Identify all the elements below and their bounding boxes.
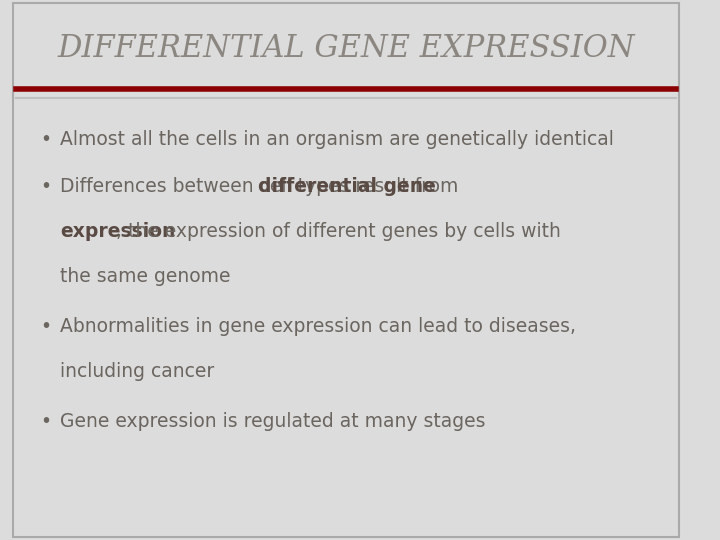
Text: DIFFERENTIAL GENE EXPRESSION: DIFFERENTIAL GENE EXPRESSION (58, 33, 635, 64)
Text: •: • (40, 317, 51, 336)
Text: Gene expression is regulated at many stages: Gene expression is regulated at many sta… (60, 412, 486, 431)
Text: , the expression of different genes by cells with: , the expression of different genes by c… (116, 222, 561, 241)
Text: •: • (40, 130, 51, 148)
Text: expression: expression (60, 222, 176, 241)
Text: Differences between cell types result from: Differences between cell types result fr… (60, 177, 464, 196)
Text: •: • (40, 412, 51, 431)
Text: •: • (40, 177, 51, 196)
Text: Almost all the cells in an organism are genetically identical: Almost all the cells in an organism are … (60, 130, 614, 148)
Text: differential gene: differential gene (258, 177, 436, 196)
Text: Abnormalities in gene expression can lead to diseases,: Abnormalities in gene expression can lea… (60, 317, 576, 336)
Text: including cancer: including cancer (60, 362, 215, 381)
Text: the same genome: the same genome (60, 267, 230, 286)
